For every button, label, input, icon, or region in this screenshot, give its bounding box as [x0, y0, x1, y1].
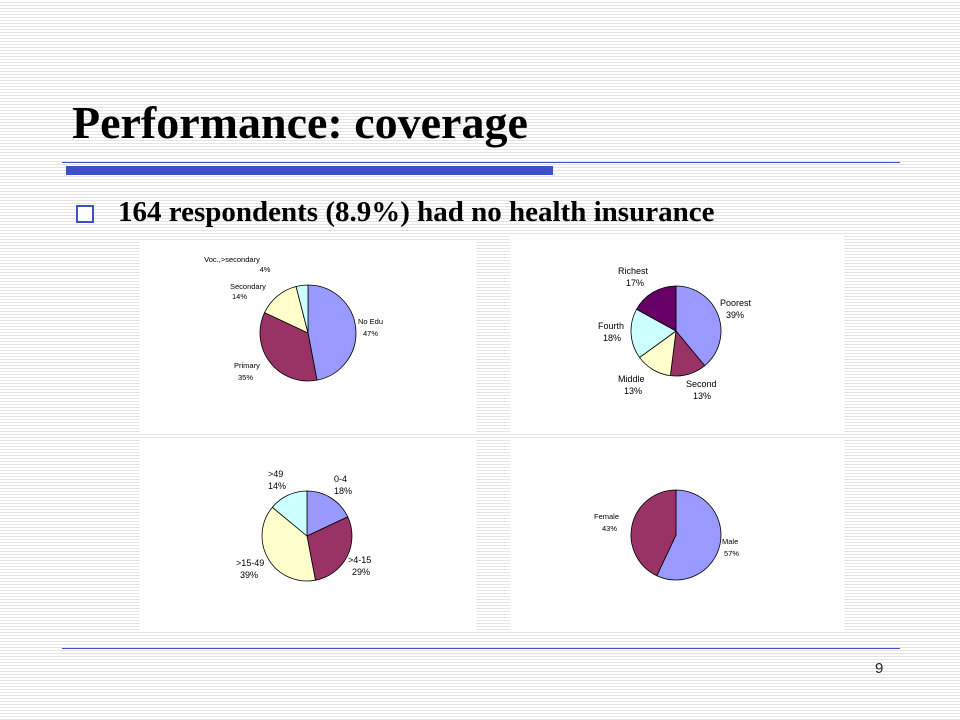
pie-slices: [630, 489, 722, 581]
page-number: 9: [875, 660, 884, 677]
footer-divider-line: [62, 648, 900, 649]
slice-label-name: Primary: [234, 361, 260, 370]
pie-slice-male: [656, 489, 722, 581]
slice-label-pct: 14%: [232, 292, 247, 301]
slice-label-pct: 13%: [624, 386, 642, 396]
pie-slices: [630, 285, 722, 377]
slice-label-name: No Edu: [358, 317, 383, 326]
slide-title: Performance: coverage: [72, 97, 528, 148]
pie-chart-education: Voc.,>secondary 4% Secondary 14% No Edu …: [204, 255, 383, 382]
slice-label-name: Poorest: [720, 298, 752, 308]
chart-panel-sex: Female 43% Male 57%: [510, 440, 844, 632]
title-divider-line: [62, 162, 900, 163]
pie-chart-age: >49 14% 0-4 18% >4-15 29% >15-49 39%: [236, 469, 371, 582]
pie-slices: [261, 490, 353, 582]
pie-slice-primary: [259, 312, 318, 382]
slice-label-name: Female: [594, 512, 619, 521]
slice-label-pct: 39%: [240, 570, 258, 580]
pie-slice-fourth: [630, 308, 677, 359]
slice-label-name: Middle: [618, 374, 645, 384]
slice-label-pct: 29%: [352, 567, 370, 577]
slice-label-name: Secondary: [230, 282, 266, 291]
pie-slice-poorest: [675, 285, 722, 367]
pie-slice-female: [630, 489, 677, 577]
slice-label-pct: 17%: [626, 278, 644, 288]
slice-label-pct: 13%: [693, 391, 711, 401]
slice-label-name: Second: [686, 379, 717, 389]
slice-label-name: Richest: [618, 266, 649, 276]
pie-chart-wealth: Richest 17% Poorest 39% Fourth 18% Middl…: [598, 266, 752, 401]
chart-panel-wealth: Richest 17% Poorest 39% Fourth 18% Middl…: [510, 236, 844, 432]
slice-label-pct: 43%: [602, 524, 617, 533]
slice-label-pct: 47%: [363, 329, 378, 338]
chart-panel-age: >49 14% 0-4 18% >4-15 29% >15-49 39%: [140, 440, 476, 632]
slice-label-pct: 18%: [334, 486, 352, 496]
slice-label-name: >15-49: [236, 558, 264, 568]
bullet-item: 164 respondents (8.9%) had no health ins…: [76, 196, 714, 229]
slice-label-name: Male: [722, 537, 738, 546]
chart-panel-education: Voc.,>secondary 4% Secondary 14% No Edu …: [140, 240, 476, 432]
slice-label-name: 0-4: [334, 474, 347, 484]
slice-label-pct: 39%: [726, 310, 744, 320]
slice-label-name: Fourth: [598, 321, 624, 331]
pie-slice-0-4: [306, 490, 349, 537]
square-bullet-icon: [76, 204, 94, 223]
slice-label-name: Voc.,>secondary: [204, 255, 260, 264]
bullet-text: 164 respondents (8.9%) had no health ins…: [118, 196, 715, 228]
slice-label-name: >49: [268, 469, 283, 479]
slice-label-pct: 18%: [603, 333, 621, 343]
slice-label-name: >4-15: [348, 555, 371, 565]
slice-label-pct: 57%: [724, 549, 739, 558]
pie-slice-richest: [636, 285, 677, 332]
pie-slice-no-edu: [307, 284, 357, 381]
pie-slices: [259, 284, 357, 382]
pie-slice-voc-secondary: [295, 284, 309, 334]
slice-label-pct: 14%: [268, 481, 286, 491]
title-accent-bar: [66, 166, 553, 175]
pie-chart-sex: Female 43% Male 57%: [594, 489, 739, 581]
pie-slice-15-49: [261, 506, 316, 582]
pie-slice-4-15: [306, 516, 353, 581]
slice-label-pct: 4%: [260, 265, 271, 274]
slice-label-pct: 35%: [238, 373, 253, 382]
pie-slice-49: [271, 490, 308, 537]
